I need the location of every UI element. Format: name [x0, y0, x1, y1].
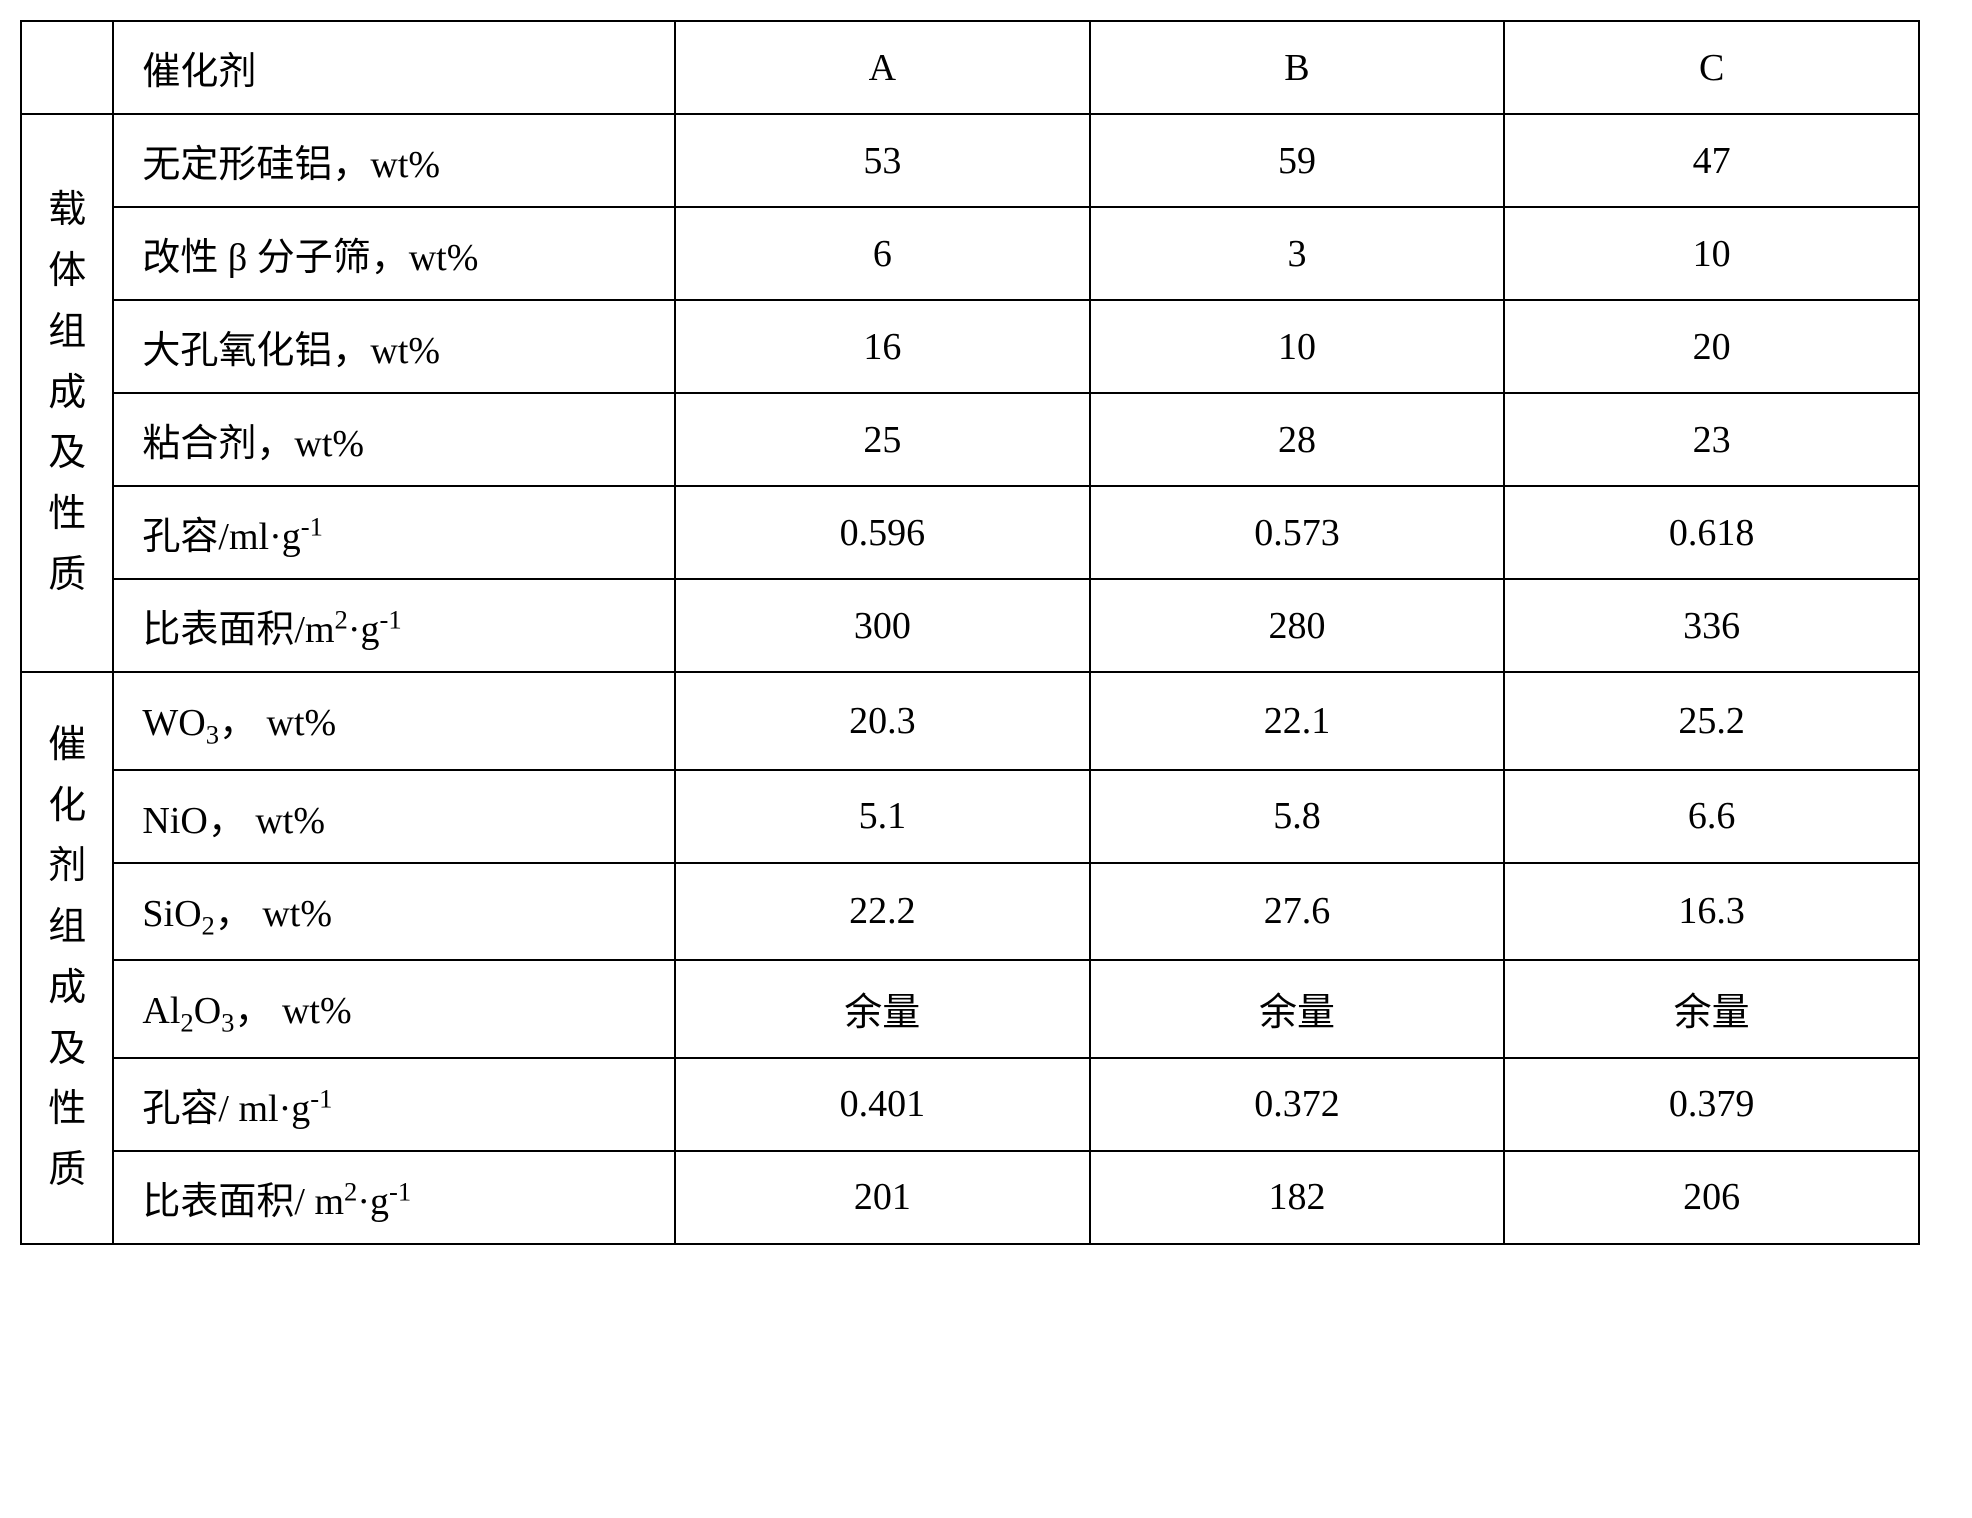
table-row: Al2O3， wt% 余量 余量 余量	[21, 960, 1919, 1058]
row-val: 23	[1504, 393, 1919, 486]
table-row: 粘合剂，wt% 25 28 23	[21, 393, 1919, 486]
row-val: 0.379	[1504, 1058, 1919, 1151]
table-row: 改性 β 分子筛，wt% 6 3 10	[21, 207, 1919, 300]
row-label: Al2O3， wt%	[113, 960, 675, 1058]
table-row: 载体组成及性质 无定形硅铝，wt% 53 59 47	[21, 114, 1919, 207]
row-label: 大孔氧化铝，wt%	[113, 300, 675, 393]
row-val: 6.6	[1504, 770, 1919, 863]
row-val: 0.596	[675, 486, 1090, 579]
row-val: 47	[1504, 114, 1919, 207]
row-val: 336	[1504, 579, 1919, 672]
row-val: 余量	[1090, 960, 1505, 1058]
row-val: 28	[1090, 393, 1505, 486]
row-label: 无定形硅铝，wt%	[113, 114, 675, 207]
row-val: 5.8	[1090, 770, 1505, 863]
row-val: 16.3	[1504, 863, 1919, 961]
table-row: 比表面积/m2·g-1 300 280 336	[21, 579, 1919, 672]
table-row: NiO， wt% 5.1 5.8 6.6	[21, 770, 1919, 863]
row-label: NiO， wt%	[113, 770, 675, 863]
row-label: 比表面积/ m2·g-1	[113, 1151, 675, 1244]
row-val: 10	[1090, 300, 1505, 393]
row-val: 27.6	[1090, 863, 1505, 961]
row-val: 53	[675, 114, 1090, 207]
table-header-row: 催化剂 A B C	[21, 21, 1919, 114]
row-val: 余量	[675, 960, 1090, 1058]
header-col-b: B	[1090, 21, 1505, 114]
row-val: 59	[1090, 114, 1505, 207]
row-label: 粘合剂，wt%	[113, 393, 675, 486]
row-val: 22.2	[675, 863, 1090, 961]
row-label: 孔容/ ml·g-1	[113, 1058, 675, 1151]
row-val: 201	[675, 1151, 1090, 1244]
table-row: 孔容/ ml·g-1 0.401 0.372 0.379	[21, 1058, 1919, 1151]
row-val: 0.618	[1504, 486, 1919, 579]
header-col-c: C	[1504, 21, 1919, 114]
table-row: SiO2， wt% 22.2 27.6 16.3	[21, 863, 1919, 961]
section2-title: 催化剂组成及性质	[21, 672, 113, 1244]
row-val: 余量	[1504, 960, 1919, 1058]
row-val: 25.2	[1504, 672, 1919, 770]
row-val: 20.3	[675, 672, 1090, 770]
row-val: 3	[1090, 207, 1505, 300]
row-val: 5.1	[675, 770, 1090, 863]
row-val: 25	[675, 393, 1090, 486]
row-val: 16	[675, 300, 1090, 393]
header-empty-cell	[21, 21, 113, 114]
row-label: 改性 β 分子筛，wt%	[113, 207, 675, 300]
section1-title: 载体组成及性质	[21, 114, 113, 672]
catalyst-table: 催化剂 A B C 载体组成及性质 无定形硅铝，wt% 53 59 47 改性 …	[20, 20, 1920, 1245]
row-val: 10	[1504, 207, 1919, 300]
row-val: 0.573	[1090, 486, 1505, 579]
row-label: 孔容/ml·g-1	[113, 486, 675, 579]
row-label: SiO2， wt%	[113, 863, 675, 961]
table-row: 孔容/ml·g-1 0.596 0.573 0.618	[21, 486, 1919, 579]
row-label: 比表面积/m2·g-1	[113, 579, 675, 672]
table-row: 比表面积/ m2·g-1 201 182 206	[21, 1151, 1919, 1244]
row-val: 300	[675, 579, 1090, 672]
row-val: 280	[1090, 579, 1505, 672]
row-val: 20	[1504, 300, 1919, 393]
row-val: 0.401	[675, 1058, 1090, 1151]
header-catalyst-label: 催化剂	[113, 21, 675, 114]
row-val: 6	[675, 207, 1090, 300]
row-val: 206	[1504, 1151, 1919, 1244]
header-col-a: A	[675, 21, 1090, 114]
row-label: WO3， wt%	[113, 672, 675, 770]
row-val: 22.1	[1090, 672, 1505, 770]
row-val: 182	[1090, 1151, 1505, 1244]
row-val: 0.372	[1090, 1058, 1505, 1151]
table-row: 催化剂组成及性质 WO3， wt% 20.3 22.1 25.2	[21, 672, 1919, 770]
table-row: 大孔氧化铝，wt% 16 10 20	[21, 300, 1919, 393]
